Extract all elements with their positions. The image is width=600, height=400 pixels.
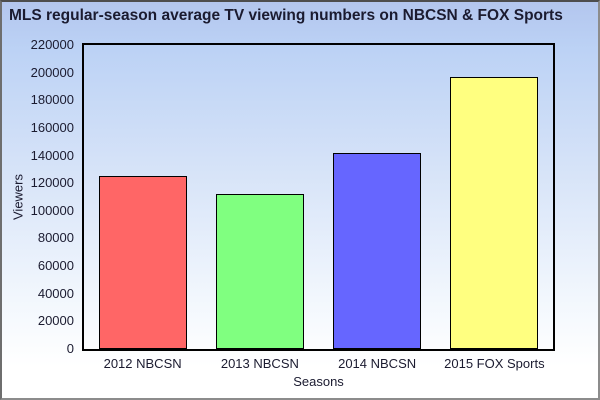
chart-title: MLS regular-season average TV viewing nu… [9,7,563,24]
y-tick-80000: 80000 [37,230,74,246]
y-tick-180000: 180000 [30,92,74,108]
y-tick-200000: 200000 [30,64,74,80]
y-tick-40000: 40000 [37,285,74,301]
bar-2013-nbcsn [215,194,304,349]
bar-2014-nbcsn [333,153,422,349]
x-tick-2015-fox-sports: 2015 FOX Sports [444,356,545,371]
plot-area [82,43,555,351]
y-tick-220000: 220000 [30,37,74,52]
x-tick-2012-nbcsn: 2012 NBCSN [103,356,182,371]
bar-2015-fox-sports [450,77,539,349]
x-tick-2013-nbcsn: 2013 NBCSN [220,356,299,371]
y-tick-140000: 140000 [30,147,74,163]
y-tick-120000: 120000 [30,175,74,191]
bar-2012-nbcsn [98,176,187,349]
y-tick-20000: 20000 [37,313,74,329]
y-tick-160000: 160000 [30,119,74,135]
y-tick-60000: 60000 [37,258,74,274]
y-tick-0: 0 [66,341,74,356]
x-tick-2014-nbcsn: 2014 NBCSN [338,356,417,371]
y-axis-title: Viewers [10,173,26,221]
y-tick-100000: 100000 [30,202,74,218]
x-axis-title: Seasons [293,374,344,389]
